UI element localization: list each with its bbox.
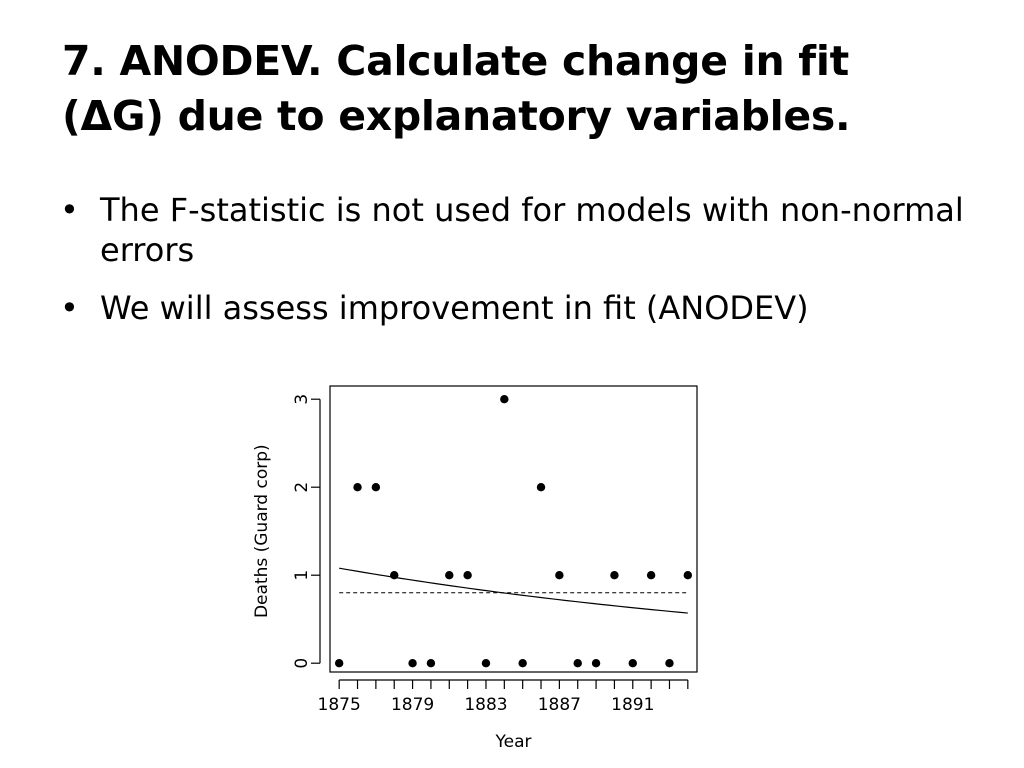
scatter-chart: 1875 1879 1883 1887 1891 0 1 2 3 Year Deaths (Guar… bbox=[240, 378, 710, 763]
data-point bbox=[610, 571, 619, 580]
bullet-list: The F-statistic is not used for models w… bbox=[60, 190, 980, 346]
y-tick-label: 0 bbox=[292, 658, 312, 669]
data-point bbox=[463, 571, 472, 580]
data-point bbox=[390, 571, 399, 580]
data-point bbox=[591, 659, 601, 668]
chart-svg: 1875 1879 1883 1887 1891 0 1 2 3 Year Deaths (Guar… bbox=[252, 385, 698, 752]
y-tick-label: 1 bbox=[292, 570, 312, 581]
bullet-item: The F-statistic is not used for models w… bbox=[60, 190, 980, 270]
y-tick-label: 2 bbox=[292, 482, 312, 493]
data-point bbox=[646, 571, 656, 580]
data-point bbox=[555, 571, 564, 580]
slide-title: 7. ANODEV. Calculate change in fit (ΔG) … bbox=[62, 34, 982, 144]
data-point bbox=[665, 659, 674, 668]
data-point bbox=[353, 483, 362, 492]
data-point bbox=[408, 659, 417, 668]
x-axis-label: Year bbox=[495, 732, 532, 752]
data-point bbox=[481, 659, 491, 668]
data-point bbox=[573, 659, 582, 668]
data-point bbox=[445, 571, 454, 580]
x-tick-label: 1883 bbox=[464, 695, 507, 715]
plot-frame bbox=[329, 385, 698, 673]
data-point bbox=[628, 659, 637, 668]
data-point bbox=[518, 659, 527, 668]
data-point bbox=[371, 483, 381, 492]
data-point bbox=[683, 571, 693, 580]
x-tick-label: 1891 bbox=[611, 695, 654, 715]
x-tick-label: 1879 bbox=[391, 695, 434, 715]
title-line-2: (ΔG) due to explanatory variables. bbox=[62, 92, 851, 140]
x-tick-label: 1887 bbox=[538, 695, 581, 715]
y-axis-label: Deaths (Guard corp) bbox=[252, 444, 272, 618]
title-line-1: 7. ANODEV. Calculate change in fit bbox=[62, 37, 849, 85]
data-point bbox=[536, 483, 546, 492]
data-point bbox=[500, 395, 509, 404]
x-tick-label: 1875 bbox=[318, 695, 361, 715]
y-tick-label: 3 bbox=[292, 394, 312, 405]
data-point bbox=[426, 659, 436, 668]
bullet-item: We will assess improvement in fit (ANODE… bbox=[60, 288, 980, 328]
data-point bbox=[334, 659, 344, 668]
